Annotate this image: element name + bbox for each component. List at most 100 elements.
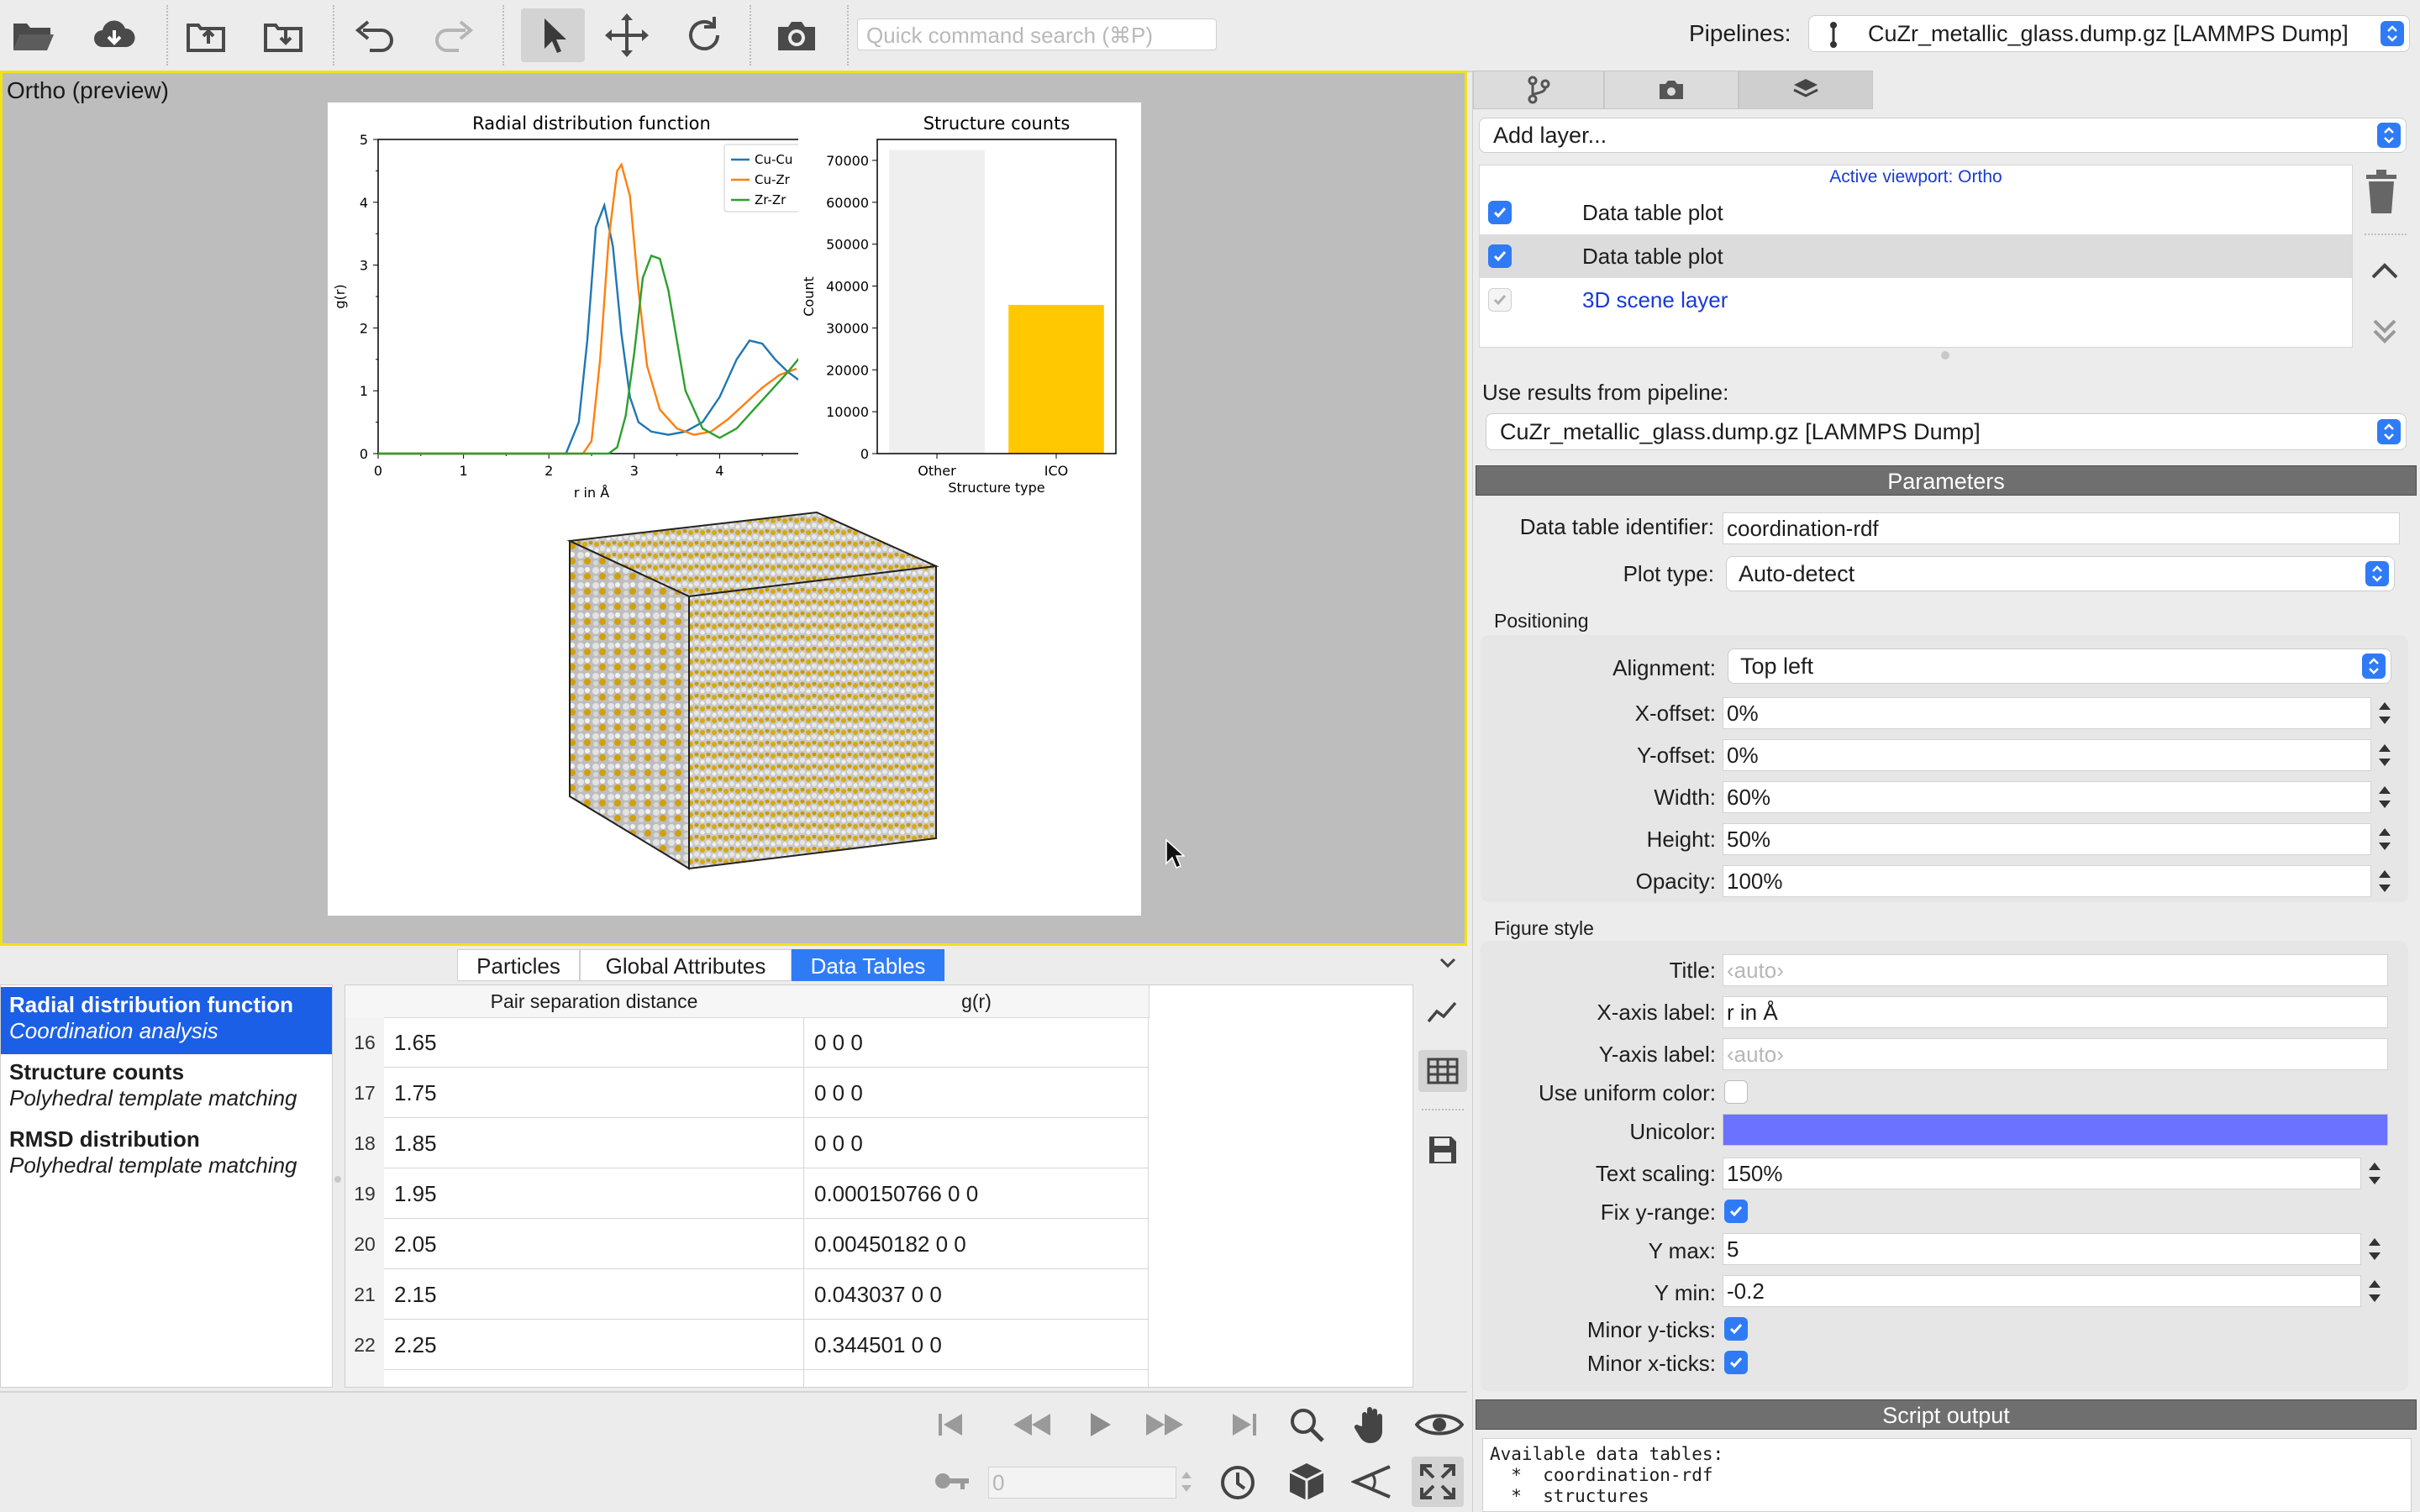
width-spinner-icon[interactable] [2375, 780, 2395, 814]
column-header[interactable]: g(r) [804, 985, 1150, 1018]
delete-layer-trash-icon[interactable] [2361, 168, 2402, 215]
pipeline-selector[interactable]: CuZr_metallic_glass.dump.gz [LAMMPS Dump… [1808, 15, 2410, 52]
list-item-structure-counts[interactable]: Structure counts Polyhedral template mat… [1, 1054, 332, 1121]
table-cell[interactable]: 0.043037 0 0 [804, 1269, 1149, 1320]
tab-viewport-layers[interactable] [1739, 71, 1873, 109]
plot-type-dropdown[interactable]: Auto-detect [1726, 556, 2395, 591]
frame-spinner-input[interactable]: 0 [988, 1467, 1176, 1499]
table-cell[interactable]: 0.344501 0 0 [804, 1320, 1149, 1370]
width-input[interactable]: 60% [1723, 781, 2371, 813]
view-cube-icon[interactable] [1281, 1457, 1333, 1507]
step-forward-icon[interactable] [1139, 1401, 1190, 1448]
table-cell[interactable]: 1.95 [384, 1168, 804, 1219]
opacity-input[interactable]: 100% [1723, 865, 2371, 897]
tab-render[interactable] [1604, 71, 1739, 109]
tab-pipeline[interactable] [1473, 71, 1604, 109]
unicolor-swatch[interactable] [1723, 1114, 2388, 1146]
list-item-rdf[interactable]: Radial distribution function Coordinatio… [1, 987, 332, 1054]
rotate-icon[interactable] [677, 8, 731, 62]
y-offset-spinner-icon[interactable] [2375, 738, 2395, 772]
data-table-identifier-input[interactable]: coordination-rdf [1723, 512, 2400, 544]
height-spinner-icon[interactable] [2375, 822, 2395, 856]
add-layer-dropdown[interactable]: Add layer... [1479, 118, 2407, 153]
table-cell[interactable]: 0.000150766 0 0 [804, 1168, 1149, 1219]
jump-to-end-icon[interactable] [1223, 1401, 1265, 1448]
open-file-icon[interactable] [7, 8, 60, 62]
tab-global-attributes[interactable]: Global Attributes [580, 949, 792, 981]
table-cell[interactable]: 0 0 0 [804, 1068, 1149, 1118]
screenshot-camera-icon[interactable] [770, 8, 823, 62]
minor-y-ticks-checkbox[interactable] [1724, 1317, 1748, 1341]
y-max-input[interactable]: 5 [1723, 1233, 2361, 1265]
tab-particles[interactable]: Particles [457, 949, 580, 981]
table-cell[interactable]: 2.15 [384, 1269, 804, 1320]
frame-spinner-arrows-icon[interactable] [1178, 1465, 1195, 1499]
y-max-spinner-icon[interactable] [2365, 1232, 2385, 1266]
select-mode-icon[interactable] [521, 8, 585, 62]
y-axis-label-input[interactable]: ‹auto› [1723, 1038, 2388, 1070]
table-cell[interactable]: 0.00450182 0 0 [804, 1219, 1149, 1269]
height-input[interactable]: 50% [1723, 823, 2371, 855]
move-layer-down-icon[interactable] [2370, 318, 2400, 346]
layer-visible-checkbox[interactable] [1488, 201, 1512, 224]
zoom-extents-icon[interactable] [1412, 1457, 1464, 1507]
jump-to-start-icon[interactable] [929, 1401, 971, 1448]
save-table-icon[interactable] [1422, 1129, 1464, 1171]
play-icon[interactable] [1079, 1401, 1121, 1448]
x-axis-label-input[interactable]: r in Å [1723, 996, 2388, 1028]
alignment-dropdown[interactable]: Top left [1728, 648, 2391, 684]
minor-x-ticks-checkbox[interactable] [1724, 1351, 1748, 1374]
pan-hand-icon[interactable] [1346, 1401, 1398, 1448]
table-cell[interactable]: 0 0 0 [804, 1017, 1149, 1068]
table-cell[interactable]: 1.75 [384, 1068, 804, 1118]
list-item-rmsd[interactable]: RMSD distribution Polyhedral template ma… [1, 1121, 332, 1189]
move-icon[interactable] [600, 8, 654, 62]
layer-visible-checkbox[interactable] [1488, 244, 1512, 268]
text-scaling-spinner-icon[interactable] [2365, 1157, 2385, 1190]
layer-item-data-table-plot-selected[interactable]: Data table plot [1480, 234, 2352, 278]
table-cell[interactable]: 0 0 0 [804, 1118, 1149, 1168]
layer-item-data-table-plot[interactable]: Data table plot [1480, 191, 2352, 234]
table-cell[interactable]: 2.35 [384, 1370, 804, 1388]
zoom-icon[interactable] [1281, 1401, 1333, 1448]
table-cell[interactable]: 1.26242 0.00112788 0 [804, 1370, 1149, 1388]
table-cell[interactable]: 2.05 [384, 1219, 804, 1269]
table-cell[interactable]: 1.85 [384, 1118, 804, 1168]
y-min-spinner-icon[interactable] [2365, 1274, 2385, 1308]
download-cloud-icon[interactable] [87, 8, 141, 62]
fix-y-range-checkbox[interactable] [1724, 1200, 1748, 1223]
export-icon[interactable] [180, 8, 234, 62]
text-scaling-input[interactable]: 150% [1723, 1158, 2361, 1189]
step-back-icon[interactable] [1007, 1401, 1057, 1448]
plot-view-icon[interactable] [1422, 991, 1464, 1033]
y-offset-input[interactable]: 0% [1723, 739, 2371, 771]
splitter-handle[interactable] [334, 1176, 341, 1183]
uniform-color-checkbox[interactable] [1724, 1080, 1748, 1104]
opacity-spinner-icon[interactable] [2375, 864, 2395, 898]
collapse-chevron-icon[interactable] [1439, 956, 1457, 969]
x-offset-spinner-icon[interactable] [2375, 696, 2395, 730]
source-pipeline-dropdown[interactable]: CuZr_metallic_glass.dump.gz [LAMMPS Dump… [1486, 413, 2407, 450]
import-icon[interactable] [257, 8, 311, 62]
field-of-view-icon[interactable] [1346, 1457, 1398, 1507]
title-input[interactable]: ‹auto› [1723, 954, 2388, 986]
undo-icon[interactable] [348, 8, 402, 62]
table-view-icon[interactable] [1418, 1050, 1467, 1092]
redo-icon[interactable] [427, 8, 481, 62]
splitter-handle[interactable] [1941, 351, 1949, 360]
plot-type-value: Auto-detect [1739, 561, 1854, 587]
orbit-eye-icon[interactable] [1412, 1401, 1467, 1448]
column-header[interactable]: Pair separation distance [384, 985, 805, 1018]
move-layer-up-icon[interactable] [2370, 260, 2400, 281]
table-cell[interactable]: 1.65 [384, 1017, 804, 1068]
x-offset-input[interactable]: 0% [1723, 697, 2371, 729]
y-min-input[interactable]: -0.2 [1723, 1275, 2361, 1307]
viewport-caption[interactable]: Ortho (preview) [7, 77, 169, 104]
tab-data-tables[interactable]: Data Tables [792, 949, 944, 981]
table-cell[interactable]: 2.25 [384, 1320, 804, 1370]
quick-command-search-input[interactable]: Quick command search (⌘P) [857, 18, 1217, 50]
animation-key-icon[interactable] [931, 1460, 973, 1502]
animation-settings-clock-icon[interactable] [1215, 1460, 1260, 1505]
y-tick-label: 0 [860, 446, 869, 462]
layer-item-3d-scene[interactable]: 3D scene layer [1480, 278, 2352, 322]
